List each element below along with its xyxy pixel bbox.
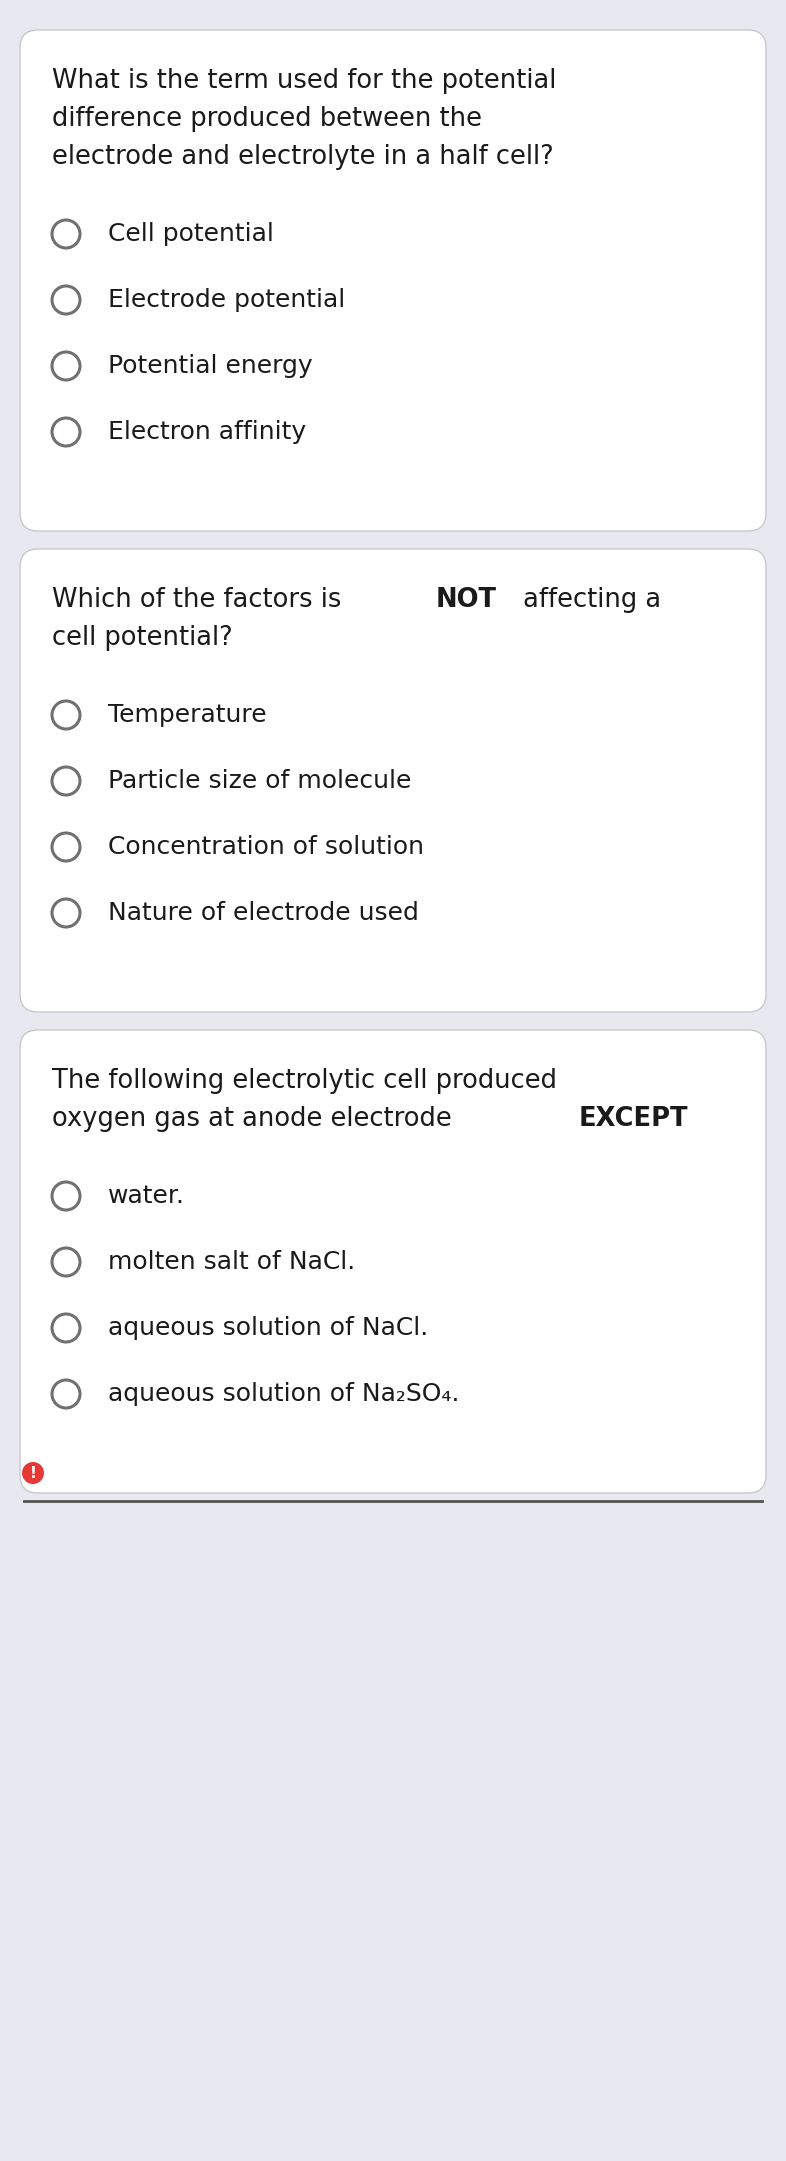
Text: Potential energy: Potential energy	[108, 354, 313, 378]
Text: affecting a: affecting a	[515, 588, 661, 614]
Text: Particle size of molecule: Particle size of molecule	[108, 769, 411, 793]
Text: Cell potential: Cell potential	[108, 223, 274, 246]
Text: Electrode potential: Electrode potential	[108, 287, 345, 311]
Text: oxygen gas at anode electrode: oxygen gas at anode electrode	[52, 1106, 460, 1132]
Text: cell potential?: cell potential?	[52, 625, 233, 650]
Text: molten salt of NaCl.: molten salt of NaCl.	[108, 1249, 355, 1275]
Text: The following electrolytic cell produced: The following electrolytic cell produced	[52, 1068, 557, 1093]
Text: NOT: NOT	[436, 588, 497, 614]
Text: electrode and electrolyte in a half cell?: electrode and electrolyte in a half cell…	[52, 145, 553, 171]
Circle shape	[22, 1463, 44, 1485]
FancyBboxPatch shape	[20, 1031, 766, 1493]
FancyBboxPatch shape	[20, 549, 766, 1011]
Text: difference produced between the: difference produced between the	[52, 106, 482, 132]
Text: EXCEPT: EXCEPT	[578, 1106, 688, 1132]
Text: !: !	[30, 1465, 36, 1480]
Text: water.: water.	[108, 1184, 185, 1208]
Text: Electron affinity: Electron affinity	[108, 419, 306, 443]
Text: Temperature: Temperature	[108, 702, 266, 726]
Text: aqueous solution of Na₂SO₄.: aqueous solution of Na₂SO₄.	[108, 1383, 460, 1407]
Text: aqueous solution of NaCl.: aqueous solution of NaCl.	[108, 1316, 428, 1340]
Text: What is the term used for the potential: What is the term used for the potential	[52, 67, 556, 93]
FancyBboxPatch shape	[20, 30, 766, 532]
Text: Concentration of solution: Concentration of solution	[108, 834, 424, 860]
Text: Nature of electrode used: Nature of electrode used	[108, 901, 419, 925]
Text: Which of the factors is: Which of the factors is	[52, 588, 350, 614]
